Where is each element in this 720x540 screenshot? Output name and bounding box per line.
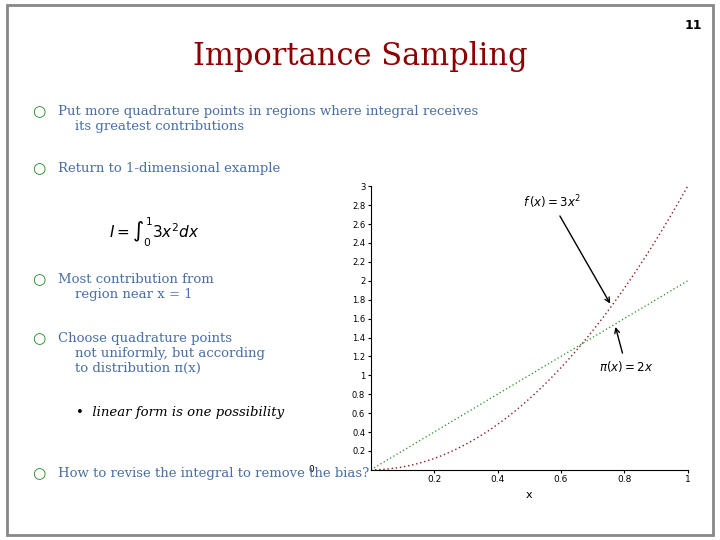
Text: ○: ○	[32, 162, 45, 176]
Text: •  linear form is one possibility: • linear form is one possibility	[76, 406, 284, 419]
Text: 11: 11	[685, 19, 702, 32]
Text: Most contribution from
    region near x = 1: Most contribution from region near x = 1	[58, 273, 213, 301]
Text: ○: ○	[32, 273, 45, 287]
Text: ○: ○	[32, 332, 45, 346]
Text: ○: ○	[32, 467, 45, 481]
Text: $I = \int_0^1 3x^2 dx$: $I = \int_0^1 3x^2 dx$	[109, 216, 200, 249]
Text: 0: 0	[308, 465, 314, 474]
Text: Return to 1-dimensional example: Return to 1-dimensional example	[58, 162, 280, 175]
Text: Choose quadrature points
    not uniformly, but according
    to distribution π(: Choose quadrature points not uniformly, …	[58, 332, 265, 375]
Text: How to revise the integral to remove the bias?: How to revise the integral to remove the…	[58, 467, 369, 480]
Text: $f\,(x) = 3x^2$: $f\,(x) = 3x^2$	[523, 193, 609, 302]
Text: Put more quadrature points in regions where integral receives
    its greatest c: Put more quadrature points in regions wh…	[58, 105, 478, 133]
Text: Importance Sampling: Importance Sampling	[193, 40, 527, 71]
Text: $\pi(x) = 2x$: $\pi(x) = 2x$	[599, 328, 653, 374]
X-axis label: x: x	[526, 490, 533, 500]
Text: ○: ○	[32, 105, 45, 119]
